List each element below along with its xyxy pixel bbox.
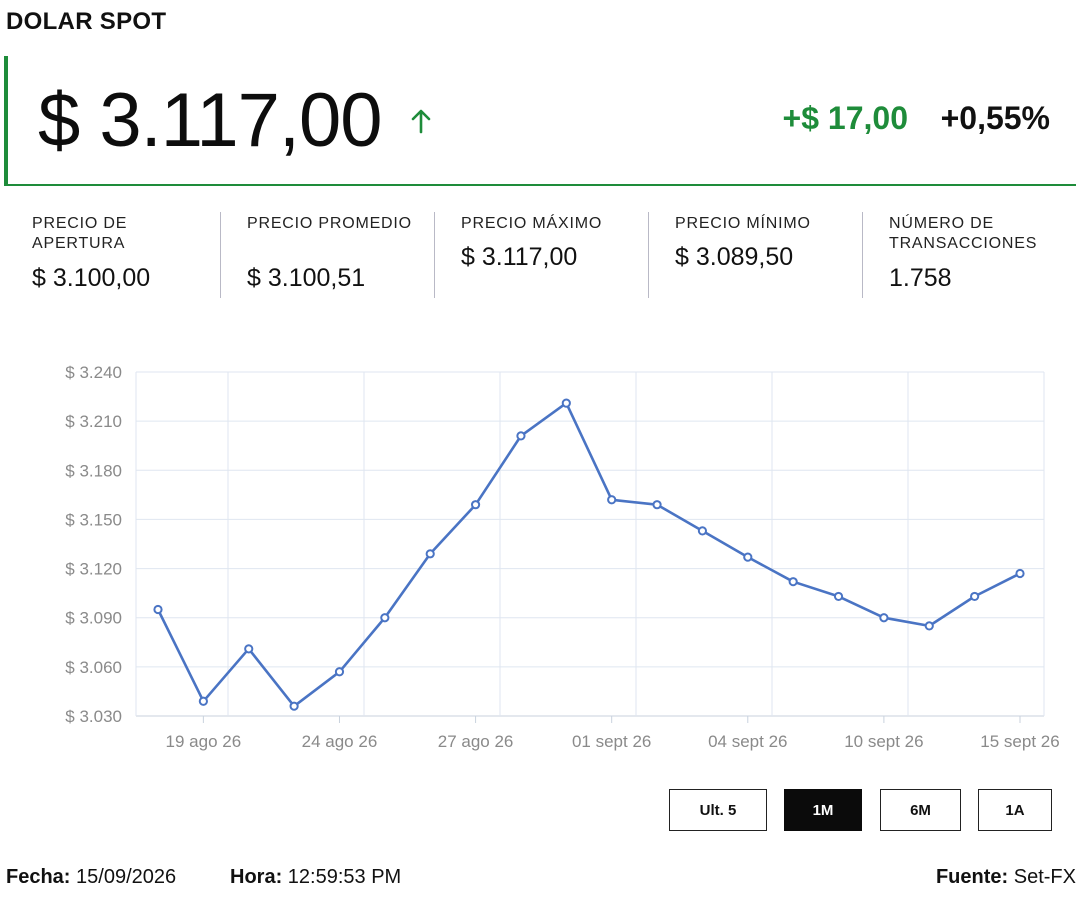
x-tick-label: 04 sept 26 <box>708 732 787 751</box>
y-tick-label: $ 3.090 <box>65 609 122 628</box>
stat-value: $ 3.100,00 <box>32 264 151 292</box>
data-point <box>879 613 889 623</box>
stat-label: PRECIO PROMEDIO <box>247 215 412 232</box>
price-change-percent: +0,55% <box>940 100 1050 136</box>
price-change-absolute: +$ 17,00 <box>782 100 908 136</box>
data-point <box>334 667 345 677</box>
series-line <box>156 401 1021 708</box>
data-point <box>607 495 617 505</box>
footer-source: Fuente: Set-FX <box>936 866 1076 889</box>
x-tick-label: 24 ago 26 <box>302 732 378 751</box>
y-tick-label: $ 3.240 <box>65 363 122 382</box>
page-title: DOLAR SPOT <box>6 8 167 35</box>
stat-value: $ 3.117,00 <box>461 243 578 271</box>
data-point <box>561 398 571 408</box>
price-panel: $ 3.117,00 +$ 17,00 +0,55% <box>4 56 1076 186</box>
stat-label: NÚMERO DE TRANSACCIONES <box>889 215 1038 252</box>
arrow-up-icon <box>410 108 432 139</box>
data-point <box>1015 568 1025 579</box>
x-tick-label: 15 sept 26 <box>980 732 1059 751</box>
stat-transactions: NÚMERO DE TRANSACCIONES 1.758 <box>862 212 1076 298</box>
range-button-6m[interactable]: 6M <box>880 789 961 831</box>
source-label: Fuente: <box>935 866 1009 888</box>
data-point <box>788 577 798 587</box>
data-point <box>833 591 844 602</box>
x-tick-label: 10 sept 26 <box>844 732 923 751</box>
stat-average-price: PRECIO PROMEDIO $ 3.100,51 <box>220 212 434 298</box>
stat-label: PRECIO DE APERTURA <box>32 215 128 252</box>
data-point <box>924 621 934 631</box>
stats-row: PRECIO DE APERTURA $ 3.100,00 PRECIO PRO… <box>0 212 1080 300</box>
stat-label: PRECIO MÁXIMO <box>461 215 603 232</box>
date-value: 15/09/2026 <box>76 866 177 888</box>
data-point <box>198 696 208 706</box>
y-tick-label: $ 3.060 <box>65 658 122 677</box>
data-point <box>380 613 390 623</box>
price-line-chart: $ 3.030 $ 3.060 $ 3.090 $ 3.120 $ 3.150 $ 3.1… <box>65 363 1059 751</box>
footer-time: Hora: 12:59:53 PM <box>230 866 401 889</box>
time-label: Hora: <box>230 866 283 888</box>
data-point <box>153 604 163 615</box>
data-point <box>289 701 299 711</box>
range-selector: Ult. 5 1M 6M 1A <box>0 789 1080 833</box>
stat-value: $ 3.100,51 <box>247 264 366 292</box>
source-value: Set-FX <box>1013 866 1076 888</box>
range-button-ult5[interactable]: Ult. 5 <box>669 789 767 831</box>
stat-opening-price: PRECIO DE APERTURA $ 3.100,00 <box>6 212 220 298</box>
data-point <box>516 431 526 441</box>
data-point <box>425 549 435 559</box>
time-value: 12:59:53 PM <box>287 866 402 888</box>
y-tick-label: $ 3.210 <box>65 412 122 431</box>
date-label: Fecha: <box>6 866 71 888</box>
footer-date: Fecha: 15/09/2026 <box>6 866 176 889</box>
data-point <box>244 644 254 654</box>
stat-max-price: PRECIO MÁXIMO $ 3.117,00 <box>434 212 648 298</box>
data-point <box>652 500 662 510</box>
stat-value: $ 3.089,50 <box>675 243 794 271</box>
stat-value: 1.758 <box>889 264 952 292</box>
x-tick-label: 27 ago 26 <box>438 732 514 751</box>
data-point <box>697 526 708 536</box>
data-point <box>970 591 980 602</box>
x-tick-label: 19 ago 26 <box>166 732 242 751</box>
range-button-1a[interactable]: 1A <box>978 789 1052 831</box>
y-tick-label: $ 3.120 <box>65 560 122 579</box>
data-point <box>743 552 753 562</box>
x-tick-label: 01 sept 26 <box>572 732 651 751</box>
range-button-1m[interactable]: 1M <box>784 789 862 831</box>
y-tick-label: $ 3.180 <box>65 461 122 480</box>
stat-min-price: PRECIO MÍNIMO $ 3.089,50 <box>648 212 862 298</box>
y-tick-label: $ 3.150 <box>65 510 122 529</box>
stat-label: PRECIO MÍNIMO <box>675 215 811 232</box>
data-point <box>470 500 481 510</box>
current-price: $ 3.117,00 <box>38 78 383 163</box>
y-tick-label: $ 3.030 <box>65 707 122 726</box>
